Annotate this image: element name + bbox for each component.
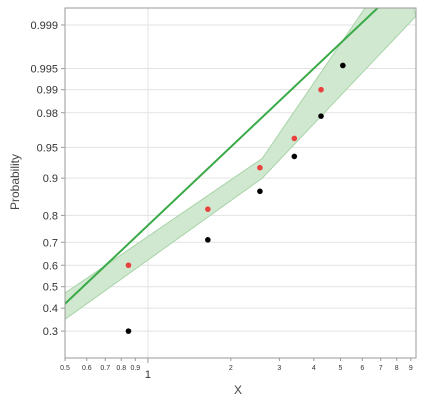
x-axis-label: X: [234, 383, 242, 397]
plot-frame: [64, 7, 417, 359]
data-point: [257, 188, 263, 195]
x-tick-label: 5: [339, 365, 343, 372]
data-point: [318, 113, 324, 119]
y-tick-label: 0.95: [37, 142, 58, 154]
data-point: [205, 206, 211, 212]
x-tick-label: 0.9: [130, 365, 140, 372]
y-tick-label: 0.99: [37, 85, 58, 97]
y-tick-label: 0.5: [43, 282, 58, 294]
x-tick-label: 9: [409, 365, 413, 372]
y-tick-label: 0.6: [43, 260, 58, 272]
y-axis-label: Probability: [8, 154, 22, 210]
data-point: [257, 164, 263, 171]
data-point: [340, 62, 346, 69]
data-point: [125, 262, 132, 269]
x-tick-label: 0.5: [60, 365, 70, 372]
fit-line: [65, 8, 380, 305]
x-axis-ticks: 0.5 0.6 0.7 0.8 0.9 1 2 3 4 5 6 7 8 9: [60, 358, 413, 381]
fit-line-layer: [65, 8, 380, 305]
y-tick-label: 0.7: [43, 237, 58, 249]
x-tick-label: 4: [312, 365, 316, 372]
x-tick-label: 1: [145, 369, 151, 381]
y-tick-label: 0.3: [43, 326, 58, 338]
confidence-band-layer: [65, 8, 416, 321]
y-tick-label: 0.999: [30, 20, 58, 32]
x-tick-label: 3: [277, 365, 281, 372]
y-axis-ticks: 0.3 0.4 0.5 0.6 0.7 0.8 0.9 0.95 0.98 0.99 0.995 0.…: [30, 20, 65, 338]
data-point: [318, 86, 324, 93]
y-tick-label: 0.98: [37, 108, 58, 120]
y-tick-label: 0.8: [43, 210, 58, 222]
x-tick-label: 8: [395, 365, 399, 372]
x-tick-label: 2: [229, 365, 233, 372]
x-tick-label: 0.8: [116, 365, 126, 372]
data-point: [291, 153, 298, 160]
y-tick-label: 0.9: [43, 173, 58, 185]
x-tick-label: 0.7: [100, 365, 110, 372]
x-tick-label: 0.6: [82, 365, 92, 372]
data-point: [205, 237, 211, 243]
data-points-layer: [125, 62, 346, 334]
x-tick-label: 6: [360, 365, 364, 372]
confidence-band: [65, 8, 416, 321]
x-tick-label: 7: [379, 365, 383, 372]
data-point: [125, 328, 132, 334]
data-point: [291, 135, 298, 142]
y-tick-label: 0.995: [30, 64, 58, 76]
y-tick-label: 0.4: [43, 303, 58, 315]
